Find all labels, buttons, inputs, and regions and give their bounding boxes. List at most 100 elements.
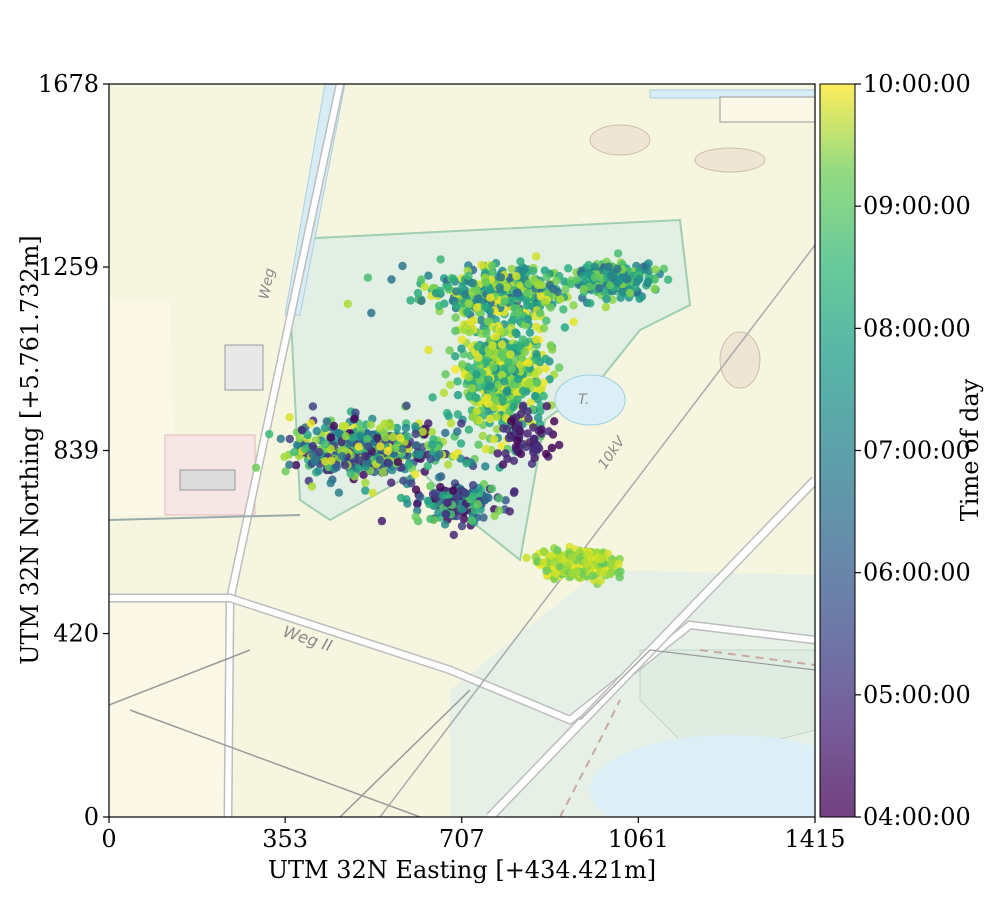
scatter-point	[496, 273, 506, 282]
scatter-point	[441, 510, 451, 519]
scatter-point	[377, 516, 387, 526]
scatter-point	[507, 296, 516, 305]
scatter-point	[355, 431, 365, 440]
scatter-point	[522, 553, 531, 562]
scatter-point	[514, 308, 523, 317]
scatter-point	[457, 335, 467, 344]
scatter-point	[644, 277, 653, 286]
scatter-point	[326, 478, 335, 488]
scatter-point	[441, 370, 450, 379]
scatter-point	[453, 427, 462, 436]
scatter-point	[387, 275, 396, 284]
scatter-point	[532, 349, 541, 359]
scatter-point	[552, 276, 561, 286]
scatter-point	[490, 435, 499, 444]
scatter-point	[354, 442, 363, 451]
scatter-point	[513, 395, 522, 404]
scatter-point	[506, 350, 515, 359]
scatter-point	[453, 390, 463, 400]
scatter-point	[285, 434, 294, 444]
scatter-point	[308, 402, 318, 411]
basemap: Weg Weg II 10kV T.	[109, 84, 815, 817]
scatter-point	[505, 507, 514, 516]
scatter-point	[473, 342, 482, 351]
scatter-point	[604, 262, 613, 271]
scatter-point	[536, 309, 545, 318]
scatter-point	[387, 478, 396, 487]
scatter-point	[485, 414, 495, 424]
scatter-point	[504, 358, 513, 367]
scatter-point	[456, 439, 466, 448]
scatter-point	[590, 262, 599, 271]
scatter-point	[484, 375, 493, 384]
scatter-point	[451, 352, 460, 361]
scatter-point	[518, 386, 528, 395]
scatter-point	[597, 554, 606, 564]
scatter-point	[502, 283, 511, 292]
scatter-point	[512, 272, 521, 281]
scatter-point	[453, 377, 462, 386]
scatter-point	[488, 341, 497, 350]
colorbar-tick-label: 09:00:00	[863, 192, 971, 220]
scatter-point	[341, 422, 350, 431]
scatter-point	[468, 492, 478, 501]
scatter-point	[528, 274, 538, 284]
scatter-point	[596, 576, 605, 585]
scatter-point	[373, 433, 382, 443]
scatter-point	[366, 420, 375, 429]
scatter-point	[525, 328, 535, 337]
scatter-point	[457, 419, 466, 428]
y-tick-label: 1259	[38, 253, 99, 281]
scatter-point	[509, 456, 519, 465]
y-axis-ticks: 0 420 839 1259 1678	[38, 70, 109, 831]
scatter-point	[550, 417, 559, 426]
scatter-point	[443, 498, 452, 508]
scatter-point	[308, 442, 317, 451]
scatter-point	[403, 432, 412, 441]
scatter-point	[489, 363, 498, 372]
y-tick-label: 1678	[38, 70, 99, 98]
scatter-point	[411, 441, 421, 450]
scatter-point	[491, 332, 501, 341]
scatter-point	[276, 434, 285, 443]
scatter-point	[343, 299, 352, 309]
scatter-point	[381, 433, 390, 442]
scatter-point	[539, 378, 548, 387]
scatter-point	[290, 447, 299, 457]
scatter-point	[251, 463, 261, 472]
colorbar-tick-label: 07:00:00	[863, 437, 971, 465]
x-tick-label: 707	[439, 825, 485, 853]
scatter-point	[613, 249, 623, 258]
scatter-point	[295, 434, 304, 443]
scatter-point	[375, 455, 384, 464]
scatter-point	[595, 284, 604, 293]
scatter-point	[559, 305, 568, 314]
scatter-point	[485, 381, 495, 391]
scatter-point	[546, 341, 555, 350]
scatter-point	[391, 443, 400, 453]
scatter-point	[321, 457, 330, 466]
scatter-point	[444, 460, 453, 469]
scatter-point	[602, 294, 611, 304]
scatter-point	[393, 457, 403, 467]
scatter-point	[436, 255, 445, 264]
scatter-point	[531, 392, 540, 401]
scatter-point	[368, 488, 377, 497]
scatter-point	[539, 558, 548, 567]
scatter-point	[481, 462, 490, 471]
scatter-point	[513, 288, 522, 298]
scatter-point	[451, 326, 460, 336]
colorbar-tick-label: 10:00:00	[863, 70, 971, 98]
scatter-point	[507, 417, 516, 426]
scatter-point	[281, 467, 290, 476]
scatter-point	[378, 468, 388, 477]
scatter-point	[436, 286, 445, 296]
scatter-point	[498, 395, 507, 404]
scatter-point	[424, 271, 433, 280]
scatter-point	[468, 384, 477, 393]
scatter-point	[569, 301, 578, 310]
scatter-point	[581, 557, 590, 566]
scatter-point	[513, 436, 522, 445]
scatter-point	[363, 273, 373, 282]
scatter-point	[411, 512, 420, 522]
